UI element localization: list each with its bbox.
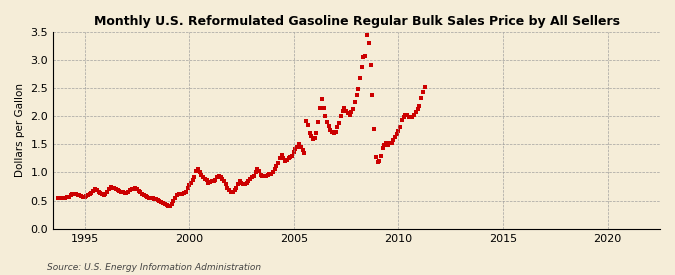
Y-axis label: Dollars per Gallon: Dollars per Gallon [15, 83, 25, 177]
Text: Source: U.S. Energy Information Administration: Source: U.S. Energy Information Administ… [47, 263, 261, 272]
Title: Monthly U.S. Reformulated Gasoline Regular Bulk Sales Price by All Sellers: Monthly U.S. Reformulated Gasoline Regul… [94, 15, 620, 28]
